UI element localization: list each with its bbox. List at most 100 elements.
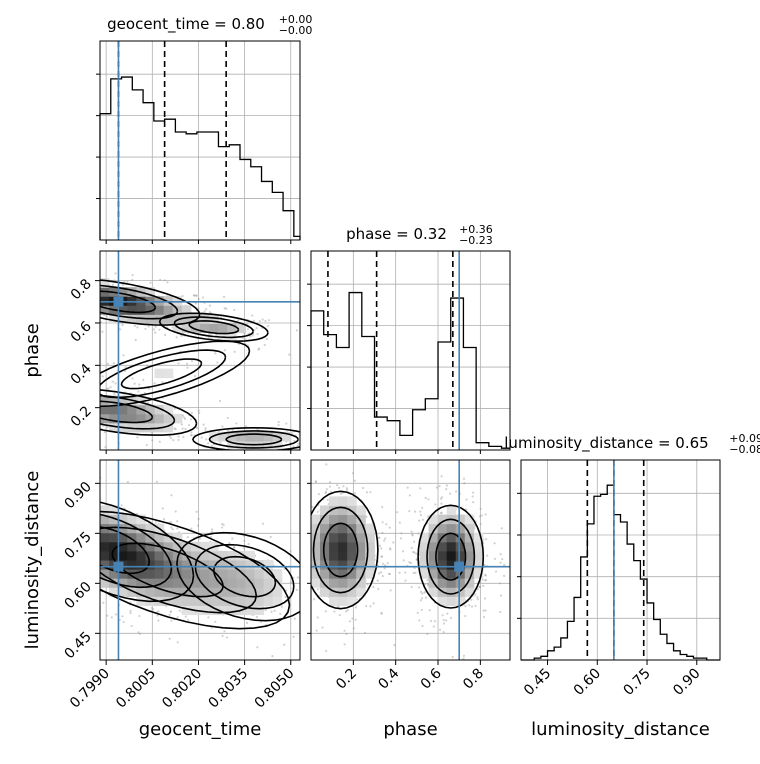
density-cell	[190, 550, 201, 561]
sample-point	[82, 387, 84, 389]
sample-point	[68, 581, 70, 583]
sample-point	[63, 293, 65, 295]
sample-point	[440, 511, 443, 514]
density-cell	[163, 569, 174, 579]
sample-point	[216, 361, 219, 364]
sample-point	[10, 563, 12, 565]
sample-point	[28, 283, 30, 285]
density-cell	[218, 323, 228, 333]
sample-point	[381, 531, 384, 534]
density-cell	[419, 541, 430, 552]
sample-point	[377, 536, 380, 539]
sample-point	[97, 330, 99, 332]
sample-point	[183, 417, 187, 420]
density-cell	[320, 505, 330, 516]
sample-point	[306, 467, 308, 469]
sample-point	[56, 559, 58, 561]
sample-point	[378, 572, 381, 575]
sample-point	[92, 396, 94, 398]
density-cell	[136, 560, 146, 570]
sample-point	[95, 559, 97, 561]
sample-point	[298, 453, 300, 455]
sample-point	[88, 524, 90, 526]
sample-point	[244, 338, 247, 341]
sample-point	[93, 573, 95, 575]
sample-point	[72, 307, 74, 309]
sample-point	[242, 546, 245, 550]
density-cell	[329, 541, 339, 552]
sample-point	[225, 636, 228, 639]
sample-point	[152, 608, 155, 611]
sample-point	[63, 395, 65, 397]
density-cell	[320, 569, 330, 579]
sample-point	[147, 387, 150, 390]
sample-point	[339, 431, 341, 433]
density-cell	[154, 560, 165, 570]
sample-point	[150, 606, 153, 610]
sample-point	[57, 264, 59, 266]
sample-point	[84, 302, 86, 304]
density-cell	[100, 514, 110, 525]
density-cell	[118, 287, 128, 297]
density-cell	[329, 514, 339, 525]
sample-point	[164, 333, 167, 336]
sample-point	[59, 294, 61, 296]
density-cell	[263, 440, 274, 450]
sample-point	[258, 320, 261, 323]
sample-point	[313, 598, 316, 601]
sample-point	[324, 490, 328, 493]
sample-point	[70, 513, 72, 515]
sample-point	[381, 506, 384, 509]
density-cell	[100, 404, 110, 415]
sample-point	[106, 387, 109, 390]
sample-point	[6, 400, 8, 402]
density-cell	[163, 532, 174, 543]
density-cell	[118, 404, 128, 415]
density-cell	[163, 413, 174, 424]
density-cell	[145, 541, 156, 552]
density-cell	[109, 314, 119, 324]
sample-point	[223, 307, 226, 310]
sample-point	[104, 446, 107, 449]
sample-point	[483, 563, 486, 567]
sample-point	[346, 608, 349, 612]
sample-point	[190, 431, 193, 434]
density-cell	[127, 413, 137, 424]
sample-point	[344, 435, 346, 437]
sample-point	[88, 630, 90, 632]
sample-point	[70, 531, 72, 533]
sample-point	[70, 308, 72, 310]
sample-point	[54, 520, 56, 522]
title-lower: −0.08	[729, 443, 760, 456]
sample-point	[455, 490, 458, 493]
sample-point	[440, 496, 444, 499]
sample-point	[1, 563, 3, 565]
sample-point	[7, 480, 9, 482]
density-cell	[109, 569, 119, 579]
sample-point	[419, 487, 422, 490]
sample-point	[197, 297, 200, 301]
sample-point	[348, 620, 352, 623]
density-cell	[347, 505, 357, 516]
sample-point	[308, 611, 310, 613]
x-tick-label: 0.6	[418, 665, 445, 692]
density-cell	[419, 569, 430, 579]
sample-point	[267, 319, 271, 322]
density-cell	[356, 514, 366, 525]
sample-point	[67, 287, 69, 289]
sample-point	[90, 532, 92, 534]
x-axis-label-phase: phase	[383, 719, 437, 740]
sample-point	[35, 454, 37, 456]
sample-point	[308, 428, 310, 430]
sample-point	[383, 567, 386, 570]
sample-point	[34, 291, 36, 293]
sample-point	[185, 362, 189, 365]
sample-point	[62, 568, 64, 570]
sample-point	[261, 318, 264, 321]
axes-frame	[310, 250, 511, 451]
sample-point	[302, 555, 304, 557]
density-cell	[181, 578, 192, 588]
sample-point	[47, 505, 49, 507]
sample-point	[302, 615, 304, 617]
